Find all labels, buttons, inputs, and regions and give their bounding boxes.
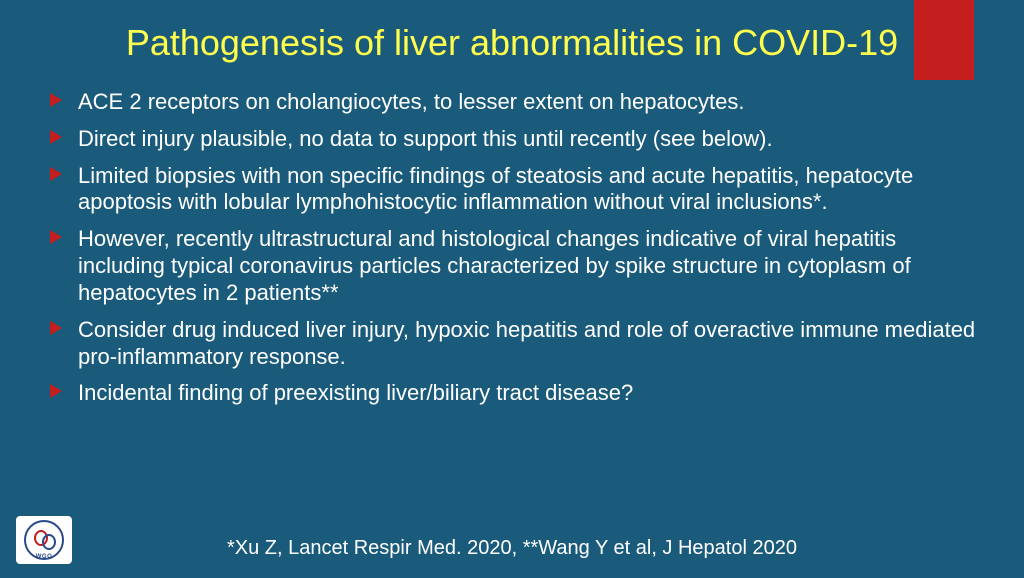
triangle-bullet-icon (50, 230, 64, 244)
citation-text: *Xu Z, Lancet Respir Med. 2020, **Wang Y… (0, 537, 1024, 560)
bullet-text: Incidental finding of preexisting liver/… (78, 380, 633, 407)
list-item: However, recently ultrastructural and hi… (50, 226, 984, 306)
list-item: Direct injury plausible, no data to supp… (50, 126, 984, 153)
bullet-text: Consider drug induced liver injury, hypo… (78, 317, 984, 371)
list-item: Incidental finding of preexisting liver/… (50, 380, 984, 407)
corner-accent (914, 0, 974, 80)
list-item: Consider drug induced liver injury, hypo… (50, 317, 984, 371)
list-item: Limited biopsies with non specific findi… (50, 163, 984, 217)
logo-label: WGO (36, 554, 53, 560)
logo-circle-icon: WGO (24, 520, 64, 560)
bullet-text: However, recently ultrastructural and hi… (78, 226, 984, 306)
bullet-text: ACE 2 receptors on cholangiocytes, to le… (78, 89, 745, 116)
bullet-text: Direct injury plausible, no data to supp… (78, 126, 773, 153)
triangle-bullet-icon (50, 130, 64, 144)
list-item: ACE 2 receptors on cholangiocytes, to le… (50, 89, 984, 116)
triangle-bullet-icon (50, 384, 64, 398)
triangle-bullet-icon (50, 93, 64, 107)
triangle-bullet-icon (50, 167, 64, 181)
wgo-logo: WGO (16, 516, 72, 564)
triangle-bullet-icon (50, 321, 64, 335)
slide-title: Pathogenesis of liver abnormalities in C… (0, 0, 1024, 75)
bullet-text: Limited biopsies with non specific findi… (78, 163, 984, 217)
bullet-list: ACE 2 receptors on cholangiocytes, to le… (0, 75, 1024, 407)
